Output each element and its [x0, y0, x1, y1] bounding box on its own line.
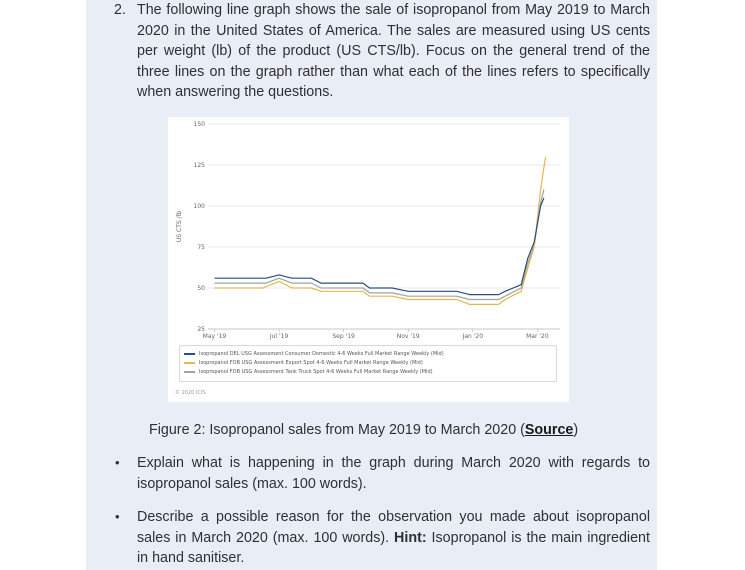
- bullet-item-2-hint: Isopropanol is the main ingredient in ha…: [137, 529, 650, 567]
- x-tick-label: May '19: [203, 333, 227, 340]
- x-tick-label: Jan '20: [462, 333, 484, 340]
- y-tick-label: 50: [197, 285, 205, 292]
- question-number: 2.: [114, 2, 126, 18]
- series-line-1: [214, 197, 545, 296]
- caption-prefix: Figure 2: Isopropanol sales from May 201…: [149, 422, 525, 438]
- legend-item-2: Isopropanol FOB USG Assessment Export Sp…: [184, 358, 423, 367]
- question-text: The following line graph shows the sale …: [137, 2, 650, 101]
- bullet-item-2: Describe a possible reason for the obser…: [137, 507, 650, 569]
- legend-label: Isopropanol FOB USG Assessment Tank Truc…: [199, 368, 433, 375]
- bullet-item-2-text: Describe a possible reason for the obser…: [137, 509, 650, 546]
- y-tick-label: 150: [194, 121, 206, 128]
- bullet-marker: •: [115, 455, 120, 470]
- caption-suffix: ): [573, 422, 579, 438]
- hint-label: Hint:: [394, 529, 427, 546]
- legend-item-1: Isopropanol DEL USG Assessment Consumer …: [184, 349, 444, 358]
- x-tick-label: Jul '19: [269, 333, 289, 340]
- y-tick-label: 25: [197, 326, 205, 333]
- y-tick-label: 75: [197, 244, 205, 251]
- chart-legend: Isopropanol DEL USG Assessment Consumer …: [179, 345, 557, 382]
- chart-copyright: © 2020 ICIS: [175, 390, 206, 396]
- legend-swatch: [184, 370, 195, 373]
- y-axis-label: US CTS /lb: [176, 211, 183, 242]
- x-tick-label: Nov '19: [397, 333, 420, 340]
- legend-label: Isopropanol FOB USG Assessment Export Sp…: [199, 359, 423, 366]
- figure-caption: Figure 2: Isopropanol sales from May 201…: [149, 420, 578, 441]
- legend-swatch: [184, 361, 195, 364]
- legend-label: Isopropanol DEL USG Assessment Consumer …: [199, 350, 444, 357]
- legend-item-3: Isopropanol FOB USG Assessment Tank Truc…: [184, 367, 433, 376]
- bullet-marker: •: [115, 509, 120, 524]
- y-tick-label: 100: [194, 203, 206, 210]
- y-tick-label: 125: [194, 162, 206, 169]
- chart-canvas: 25 50 75 100 125 150 May '19 Jul '19 Sep '19 Nov …: [176, 121, 560, 340]
- legend-swatch: [184, 352, 195, 355]
- x-tick-label: Mar '20: [526, 333, 549, 340]
- series-line-2: [214, 156, 547, 305]
- line-chart: 25 50 75 100 125 150 May '19 Jul '19 Sep '19 Nov …: [168, 117, 569, 402]
- source-link[interactable]: Source: [524, 422, 574, 438]
- bullet-item-1: Explain what is happening in the graph d…: [137, 455, 650, 492]
- series-line-3: [214, 189, 545, 301]
- x-tick-label: Sep '19: [332, 333, 355, 340]
